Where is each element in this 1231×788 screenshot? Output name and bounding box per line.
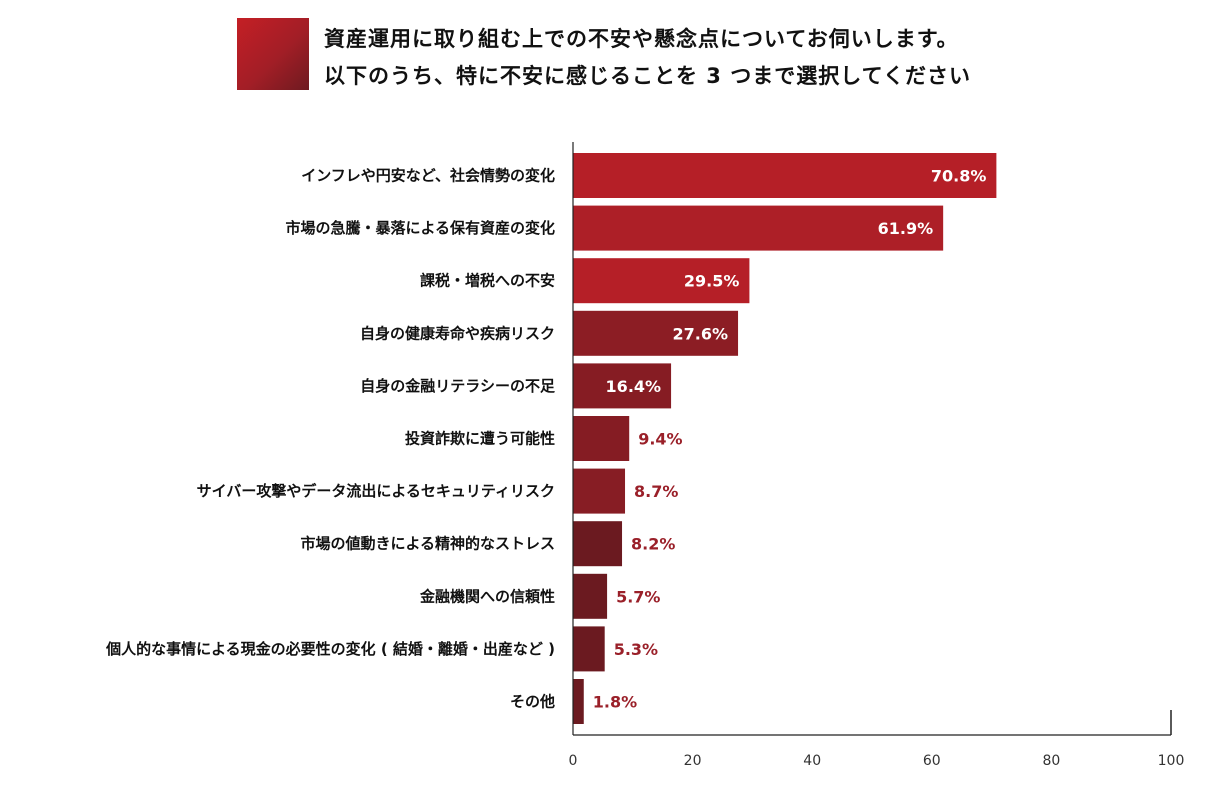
title-marker: [237, 18, 309, 90]
value-label-8: 8.2%: [631, 535, 675, 554]
value-label-9: 5.7%: [616, 587, 660, 606]
bar-9: [573, 573, 608, 619]
x-tick-label-80: 80: [1042, 753, 1060, 769]
category-label-7: サイバー攻撃やデータ流出によるセキュリティリスク: [197, 482, 555, 500]
category-label-6: 投資詐欺に遭う可能性: [405, 430, 555, 448]
bar-4: [573, 310, 739, 356]
value-label-2: 61.9%: [878, 219, 934, 238]
value-label-4: 27.6%: [673, 324, 729, 343]
x-axis: 0 20 40 60 80 100: [569, 142, 1185, 769]
category-label-9: 金融機関への信頼性: [419, 587, 555, 605]
bar-7: [573, 468, 626, 514]
bar-1: [573, 153, 997, 198]
bar-8: [573, 521, 623, 567]
value-label-7: 8.7%: [634, 482, 678, 501]
bar-6: [573, 416, 630, 461]
x-tick-label-40: 40: [803, 753, 821, 769]
bars-group: [573, 153, 997, 724]
category-label-4: 自身の健康寿命や疾病リスク: [360, 324, 555, 342]
category-label-11: その他: [510, 693, 555, 711]
x-tick-label-20: 20: [684, 753, 702, 769]
chart-title-line-2: 以下のうち、特に不安に感じることを 3 つまで選択してください: [324, 64, 971, 88]
value-label-3: 29.5%: [684, 272, 740, 291]
category-label-10: 個人的な事情による現金の必要性の変化 ( 結婚・離婚・出産など ): [105, 640, 555, 658]
x-tick-label-60: 60: [923, 753, 941, 769]
x-tick-label-100: 100: [1158, 753, 1185, 769]
category-label-1: インフレや円安など、社会情勢の変化: [301, 167, 555, 185]
chart-title-line-1: 資産運用に取り組む上での不安や懸念点についてお伺いします。: [324, 27, 959, 51]
bar-10: [573, 626, 605, 672]
category-label-3: 課税・増税への不安: [420, 272, 555, 290]
bar-5: [573, 363, 672, 409]
value-label-6: 9.4%: [638, 430, 682, 449]
category-label-5: 自身の金融リテラシーの不足: [360, 377, 556, 395]
bar-3: [573, 258, 750, 304]
value-label-11: 1.8%: [593, 693, 637, 712]
value-label-1: 70.8%: [931, 167, 987, 186]
value-label-10: 5.3%: [614, 640, 658, 659]
value-label-5: 16.4%: [606, 377, 662, 396]
bar-11: [573, 679, 584, 724]
category-label-8: 市場の値動きによる精神的なストレス: [300, 535, 555, 553]
bar-2: [573, 205, 944, 251]
value-labels-group: 70.8% 61.9% 29.5% 27.6% 16.4% 9.4% 8.7% 8.2% 5.7…: [593, 167, 987, 712]
category-labels-group: インフレや円安など、社会情勢の変化市場の急騰・暴落による保有資産の変化課税・増税…: [105, 167, 556, 711]
category-label-2: 市場の急騰・暴落による保有資産の変化: [285, 219, 555, 237]
x-tick-label-0: 0: [569, 753, 578, 769]
